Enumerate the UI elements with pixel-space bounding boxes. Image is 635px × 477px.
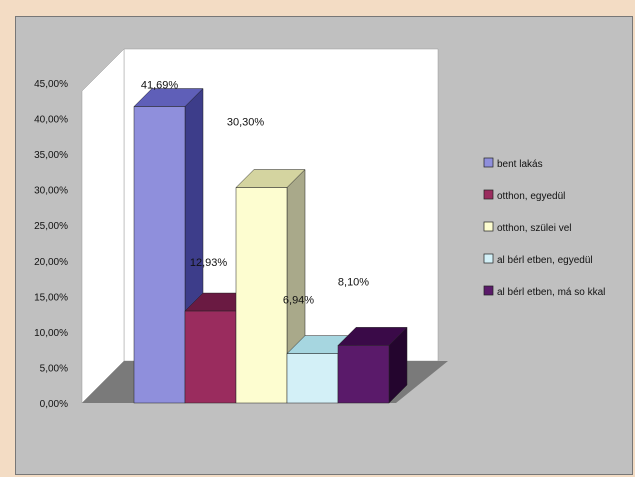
legend-swatch: [483, 285, 494, 296]
y-tick-label: 10,00%: [34, 328, 68, 339]
legend-label: otthon, egyedül: [497, 191, 565, 202]
legend-label: otthon, szülei vel: [497, 223, 572, 234]
legend-label: al bérl etben, egyedül: [497, 255, 593, 266]
y-tick-label: 5,00%: [40, 363, 68, 374]
legend-label: bent lakás: [497, 159, 543, 170]
bar: [235, 187, 288, 404]
legend-swatch: [483, 253, 494, 264]
data-label: 30,30%: [227, 117, 265, 129]
side-wall: [81, 48, 125, 404]
chart-frame: 0,00% 5,00% 10,00% 15,00% 20,00% 25,00% 30,00%…: [15, 16, 633, 475]
y-tick-label: 0,00%: [40, 399, 68, 410]
y-tick-label: 15,00%: [34, 292, 68, 303]
y-tick-label: 35,00%: [34, 150, 68, 161]
legend-swatch: [483, 157, 494, 168]
bar: [184, 310, 237, 404]
data-label: 12,93%: [190, 257, 228, 269]
legend-swatch: [483, 189, 494, 200]
data-label: 41,69%: [141, 80, 179, 92]
y-tick-label: 25,00%: [34, 221, 68, 232]
legend-label: al bérl etben, má so kkal: [497, 287, 605, 298]
y-tick-label: 20,00%: [34, 257, 68, 268]
y-tick-label: 40,00%: [34, 115, 68, 126]
data-label: 6,94%: [283, 295, 314, 307]
legend-swatch: [483, 221, 494, 232]
bar: [133, 106, 186, 404]
bar-chart: 0,00% 5,00% 10,00% 15,00% 20,00% 25,00% 30,00%…: [34, 48, 605, 410]
bar: [337, 345, 390, 404]
y-tick-label: 30,00%: [34, 186, 68, 197]
data-label: 8,10%: [338, 276, 369, 288]
y-tick-label: 45,00%: [34, 79, 68, 90]
bar: [286, 353, 339, 404]
